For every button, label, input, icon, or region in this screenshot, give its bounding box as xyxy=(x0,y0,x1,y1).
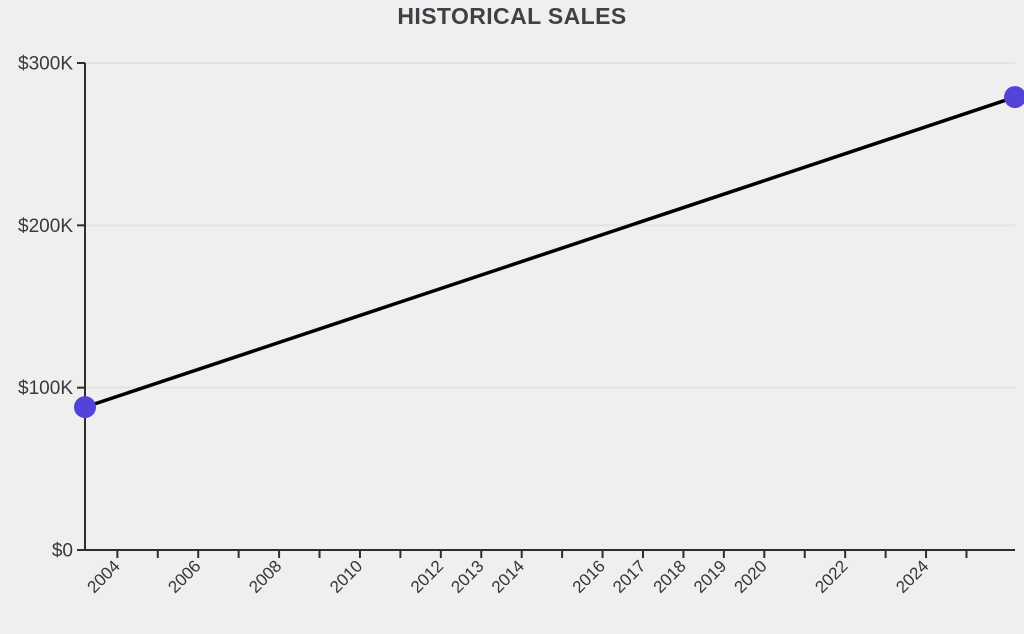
y-tick-label: $200K xyxy=(18,216,73,237)
x-tick-label: 2022 xyxy=(811,557,851,597)
x-tick-label-group: 2019 xyxy=(690,557,730,597)
x-tick-label-group: 2020 xyxy=(730,557,770,597)
x-tick-label: 2014 xyxy=(488,557,528,597)
x-tick-label-group: 2010 xyxy=(326,557,366,597)
x-tick-label-group: 2014 xyxy=(488,557,528,597)
y-tick-label: $100K xyxy=(18,378,73,399)
x-tick-label-group: 2016 xyxy=(569,557,609,597)
y-tick-label: $300K xyxy=(18,54,73,75)
x-tick-label: 2008 xyxy=(245,557,285,597)
x-tick-label-group: 2004 xyxy=(84,557,124,597)
x-tick-label-group: 2018 xyxy=(650,557,690,597)
data-point[interactable] xyxy=(1004,86,1024,109)
chart-title: HISTORICAL SALES xyxy=(397,3,627,29)
x-tick-label-group: 2012 xyxy=(407,557,447,597)
x-tick-label: 2017 xyxy=(609,557,649,597)
x-tick-label-group: 2006 xyxy=(164,557,204,597)
x-tick-label: 2019 xyxy=(690,557,730,597)
x-tick-label-group: 2008 xyxy=(245,557,285,597)
x-tick-label: 2020 xyxy=(730,557,770,597)
x-tick-label: 2010 xyxy=(326,557,366,597)
x-tick-label-group: 2017 xyxy=(609,557,649,597)
x-tick-label: 2012 xyxy=(407,557,447,597)
x-tick-label: 2006 xyxy=(164,557,204,597)
x-tick-label-group: 2024 xyxy=(892,557,932,597)
data-point[interactable] xyxy=(74,396,96,419)
x-tick-label: 2004 xyxy=(84,557,124,597)
y-tick-label: $0 xyxy=(52,541,73,562)
x-tick-label: 2024 xyxy=(892,557,932,597)
x-tick-label: 2018 xyxy=(650,557,690,597)
x-tick-label: 2013 xyxy=(447,557,487,597)
x-tick-label-group: 2022 xyxy=(811,557,851,597)
sales-line xyxy=(84,95,1016,409)
x-tick-label: 2016 xyxy=(569,557,609,597)
axis-lines xyxy=(84,63,1015,551)
x-tick-label-group: 2013 xyxy=(447,557,487,597)
